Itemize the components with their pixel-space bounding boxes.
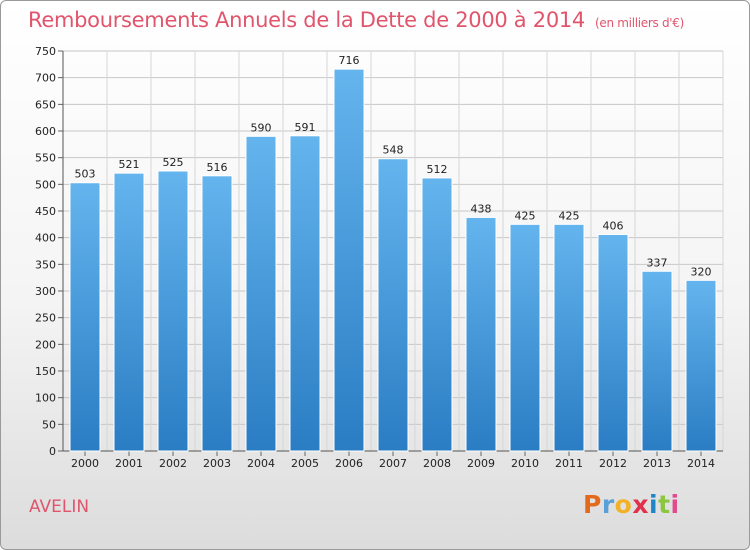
city-name: AVELIN [29,497,90,517]
bar-value-label: 548 [383,144,404,157]
bar-value-label: 337 [647,256,668,269]
y-tick-label: 50 [42,418,56,431]
chart-title-text: Remboursements Annuels de la Dette de 20… [28,8,585,32]
bar-value-label: 406 [603,219,624,232]
bar-value-label: 716 [339,54,360,67]
x-tick-label: 2000 [71,457,99,470]
bar [289,135,321,452]
bar [69,182,101,452]
bar [509,223,541,452]
logo-letter: x [632,490,649,519]
x-tick-label: 2011 [555,457,583,470]
logo-letter: P [583,490,602,519]
axes: 0 50 100 150 200 250 300 350 400 450 500 550 600 650 7… [35,45,723,470]
bar [641,270,673,452]
x-tick-label: 2003 [203,457,231,470]
y-tick-label: 750 [35,45,56,58]
bars [69,68,717,452]
x-tick-label: 2007 [379,457,407,470]
x-tick-label: 2009 [467,457,495,470]
y-tick-label: 100 [35,392,56,405]
x-tick-label: 2008 [423,457,451,470]
bar-value-label: 516 [207,161,228,174]
bar-value-label: 425 [515,209,536,222]
y-tick-label: 550 [35,152,56,165]
bar-value-label: 590 [251,121,272,134]
y-tick-label: 150 [35,365,56,378]
bar [685,279,717,452]
bar [245,135,277,452]
bar [113,172,145,452]
bar [201,175,233,452]
bar-value-label: 320 [691,265,712,278]
y-tick-label: 400 [35,232,56,245]
logo-letter: o [614,490,633,519]
y-tick-label: 450 [35,205,56,218]
x-tick-label: 2004 [247,457,275,470]
bar [597,233,629,452]
logo-letter: r [601,490,615,519]
logo-letter: i [670,490,680,519]
y-tick-label: 700 [35,72,56,85]
x-tick-label: 2002 [159,457,187,470]
x-tick-label: 2006 [335,457,363,470]
bar-value-label: 438 [471,202,492,215]
logo-letter: i [649,490,659,519]
x-tick-label: 2005 [291,457,319,470]
bar [465,216,497,452]
y-tick-label: 0 [49,445,56,458]
bar [157,170,189,452]
y-tick-label: 650 [35,98,56,111]
chart-subtitle: (en milliers d'€) [595,16,685,30]
bar [377,158,409,452]
y-tick-label: 350 [35,258,56,271]
y-tick-label: 200 [35,338,56,351]
logo-letter: t [658,490,671,519]
y-tick-label: 250 [35,312,56,325]
bar [333,68,365,452]
bar-value-label: 525 [163,156,184,169]
proxiti-logo: Proxiti [583,490,680,519]
x-tick-label: 2010 [511,457,539,470]
x-tick-label: 2012 [599,457,627,470]
y-tick-label: 500 [35,178,56,191]
y-tick-label: 300 [35,285,56,298]
bar [421,177,453,452]
labels: 503 521 525 516 590 591 716 548 512 438 425 425 406 3… [75,54,712,278]
y-tick-label: 600 [35,125,56,138]
bar-value-label: 521 [119,158,140,171]
bar-value-label: 591 [295,121,316,134]
bar-value-label: 425 [559,209,580,222]
x-tick-label: 2014 [687,457,715,470]
bar-value-label: 503 [75,168,96,181]
x-tick-label: 2001 [115,457,143,470]
x-tick-label: 2013 [643,457,671,470]
chart-title: Remboursements Annuels de la Dette de 20… [28,8,684,32]
bar-value-label: 512 [427,163,448,176]
bar [553,223,585,452]
